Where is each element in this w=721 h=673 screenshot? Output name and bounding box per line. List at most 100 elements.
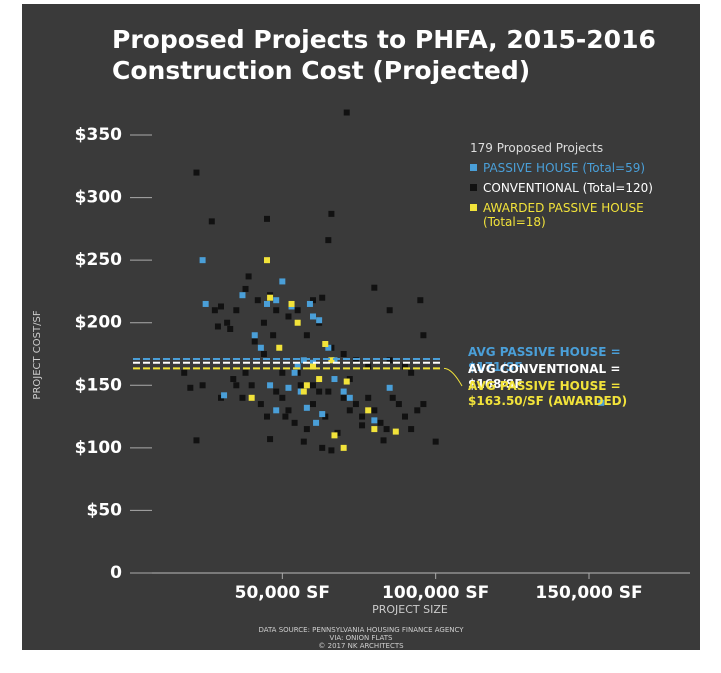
legend-swatch	[470, 184, 477, 191]
point	[313, 419, 320, 426]
point	[279, 369, 286, 376]
point	[328, 357, 335, 364]
chart-title: Proposed Projects to PHFA, 2015-2016 Con…	[112, 24, 656, 86]
point	[267, 436, 274, 443]
point	[187, 384, 194, 391]
legend-swatch	[470, 164, 477, 171]
point	[248, 382, 255, 389]
point	[325, 237, 332, 244]
point	[221, 392, 228, 399]
point	[303, 426, 310, 433]
point	[420, 401, 427, 408]
point	[279, 278, 286, 285]
point	[300, 388, 307, 395]
point	[316, 388, 323, 395]
point	[340, 351, 347, 358]
point	[392, 428, 399, 435]
y-tick-label: $100	[75, 438, 122, 458]
point	[285, 313, 292, 320]
point	[316, 376, 323, 383]
point	[288, 300, 295, 307]
point	[242, 285, 249, 292]
point	[285, 407, 292, 414]
point	[322, 341, 329, 348]
point	[294, 319, 301, 326]
point	[297, 382, 304, 389]
point	[218, 394, 224, 401]
connector	[443, 367, 463, 387]
y-tick-label: $150	[75, 375, 122, 395]
legend-label: AWARDED PASSIVE HOUSE (Total=18)	[483, 201, 644, 229]
average-label: AVG CONVENTIONAL = $168/SF	[468, 362, 621, 391]
point	[334, 429, 341, 436]
point	[233, 307, 240, 314]
point	[291, 419, 298, 426]
point	[267, 294, 274, 301]
footer-line: © 2017 NK ARCHITECTS	[318, 642, 404, 650]
point	[322, 413, 329, 420]
point	[346, 394, 353, 401]
point	[386, 307, 393, 314]
point	[233, 382, 240, 389]
point	[239, 394, 246, 401]
point	[343, 109, 350, 116]
footer-line: DATA SOURCE: PENNSYLVANIA HOUSING FINANC…	[258, 626, 464, 634]
y-tick-label: $50	[87, 500, 123, 520]
point	[365, 407, 372, 414]
point	[328, 447, 335, 454]
point	[276, 344, 283, 351]
point	[331, 357, 338, 364]
point	[294, 369, 301, 376]
legend-label: CONVENTIONAL (Total=120)	[483, 181, 653, 195]
point	[211, 307, 218, 314]
legend: 179 Proposed Projects PASSIVE HOUSE (Tot…	[470, 141, 670, 235]
point	[260, 351, 267, 358]
point	[383, 426, 390, 433]
legend-label: PASSIVE HOUSE (Total=59)	[483, 161, 646, 175]
point	[340, 388, 347, 395]
point	[273, 407, 280, 414]
point	[598, 399, 605, 406]
point	[273, 307, 280, 314]
point	[310, 401, 316, 408]
point	[264, 257, 270, 264]
point	[248, 394, 255, 401]
y-tick-label: $250	[75, 250, 122, 270]
point	[402, 413, 408, 420]
point	[303, 382, 310, 389]
point	[300, 357, 307, 364]
point	[380, 437, 387, 444]
point	[340, 394, 347, 401]
point	[242, 369, 249, 376]
point	[282, 413, 289, 420]
point	[300, 438, 307, 445]
y-tick-label: $200	[75, 313, 122, 333]
point	[270, 332, 277, 339]
point	[273, 297, 280, 304]
point	[310, 313, 316, 320]
point	[214, 323, 221, 330]
point	[331, 432, 338, 439]
footer: DATA SOURCE: PENNSYLVANIA HOUSING FINANC…	[22, 626, 700, 650]
point	[432, 438, 439, 445]
point	[420, 332, 427, 339]
point	[340, 444, 347, 451]
point	[395, 401, 402, 408]
point	[264, 215, 270, 222]
point	[414, 407, 421, 414]
legend-swatch	[470, 204, 477, 211]
point	[389, 394, 396, 401]
point	[310, 382, 316, 389]
x-tick-label: 100,000 SF	[382, 583, 489, 603]
point	[251, 332, 258, 339]
point	[352, 357, 359, 364]
point	[310, 363, 316, 370]
x-axis-label: PROJECT SIZE	[372, 603, 448, 616]
average-label: AVG PASSIVE HOUSE = $171/SF	[468, 345, 621, 374]
point	[297, 388, 304, 395]
point	[208, 218, 215, 225]
title-line: Construction Cost (Projected)	[112, 56, 531, 85]
point	[285, 384, 292, 391]
